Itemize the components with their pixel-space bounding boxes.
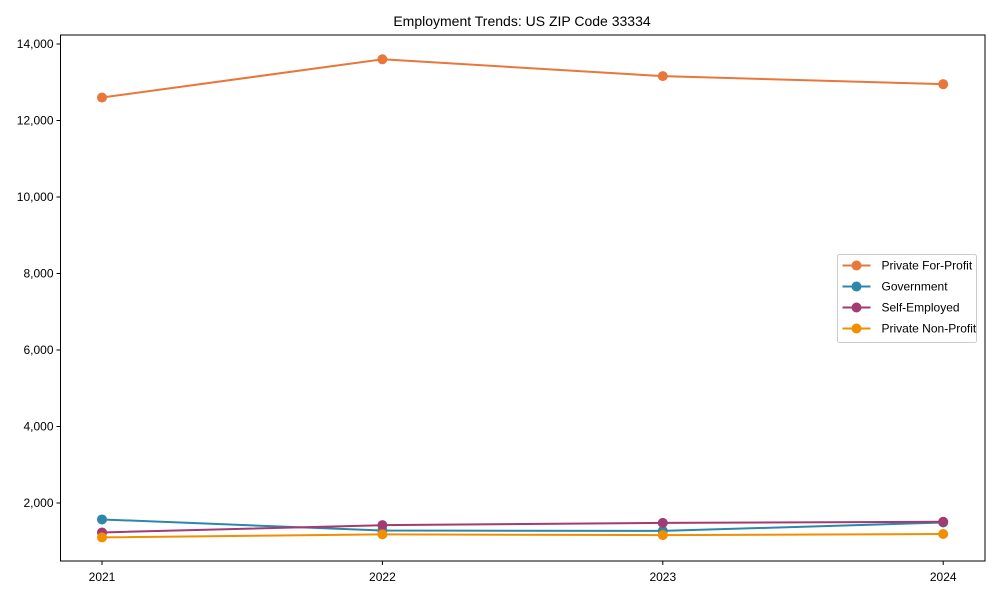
data-point-marker (657, 71, 668, 82)
y-tick-label: 12,000 (17, 114, 54, 128)
data-point-marker (97, 92, 107, 103)
x-tick-label: 2022 (369, 570, 396, 584)
plot-area (60, 34, 986, 562)
data-point-marker (377, 520, 388, 531)
legend-label: Private Non-Profit (882, 322, 977, 336)
data-point-marker (377, 529, 388, 540)
legend-marker-icon (851, 323, 862, 334)
data-point-marker (97, 532, 107, 543)
y-tick-label: 14,000 (17, 37, 54, 51)
legend-label: Government (882, 280, 949, 294)
y-tick-label: 8,000 (23, 267, 53, 281)
plot-frame (60, 34, 986, 562)
series-line (101, 532, 944, 539)
x-tick-label: 2021 (89, 570, 116, 584)
series-private-for-profit (97, 54, 949, 103)
series-line (101, 58, 944, 99)
legend-item: Private Non-Profit (842, 322, 977, 336)
series-line (101, 518, 944, 532)
chart-title: Employment Trends: US ZIP Code 33334 (393, 13, 651, 29)
data-point-marker (938, 516, 949, 527)
x-tick-label: 2023 (649, 570, 676, 584)
x-tick-label: 2024 (930, 570, 957, 584)
y-tick-label: 2,000 (23, 496, 53, 510)
legend-label: Self-Employed (882, 301, 960, 315)
series-private-non-profit (97, 528, 949, 543)
y-tick-label: 4,000 (23, 420, 53, 434)
data-point-marker (657, 517, 668, 528)
data-point-marker (938, 528, 949, 539)
legend-item: Private For-Profit (842, 259, 973, 273)
legend-box (837, 254, 977, 343)
legend-marker-icon (851, 260, 862, 271)
data-point-marker (938, 79, 949, 90)
series-self-employed (97, 516, 949, 538)
x-axis: 2021 2022 2023 2024 (89, 561, 957, 584)
y-tick-label: 10,000 (17, 190, 54, 204)
legend-marker-icon (851, 281, 862, 292)
series-layer (97, 54, 949, 543)
data-point-marker (657, 530, 668, 541)
y-tick-label: 6,000 (23, 343, 53, 357)
legend-label: Private For-Profit (882, 259, 973, 273)
legend-item: Government (842, 280, 949, 294)
legend-marker-icon (851, 302, 862, 313)
legend-item: Self-Employed (842, 301, 960, 315)
y-axis: 2,000 4,000 6,000 8,000 10,000 12,000 14,000 (17, 37, 61, 510)
series-line (101, 520, 944, 534)
data-point-marker (377, 54, 388, 65)
legend: Private For-Profit Government Self-Employe… (837, 254, 977, 343)
data-point-marker (97, 514, 107, 525)
